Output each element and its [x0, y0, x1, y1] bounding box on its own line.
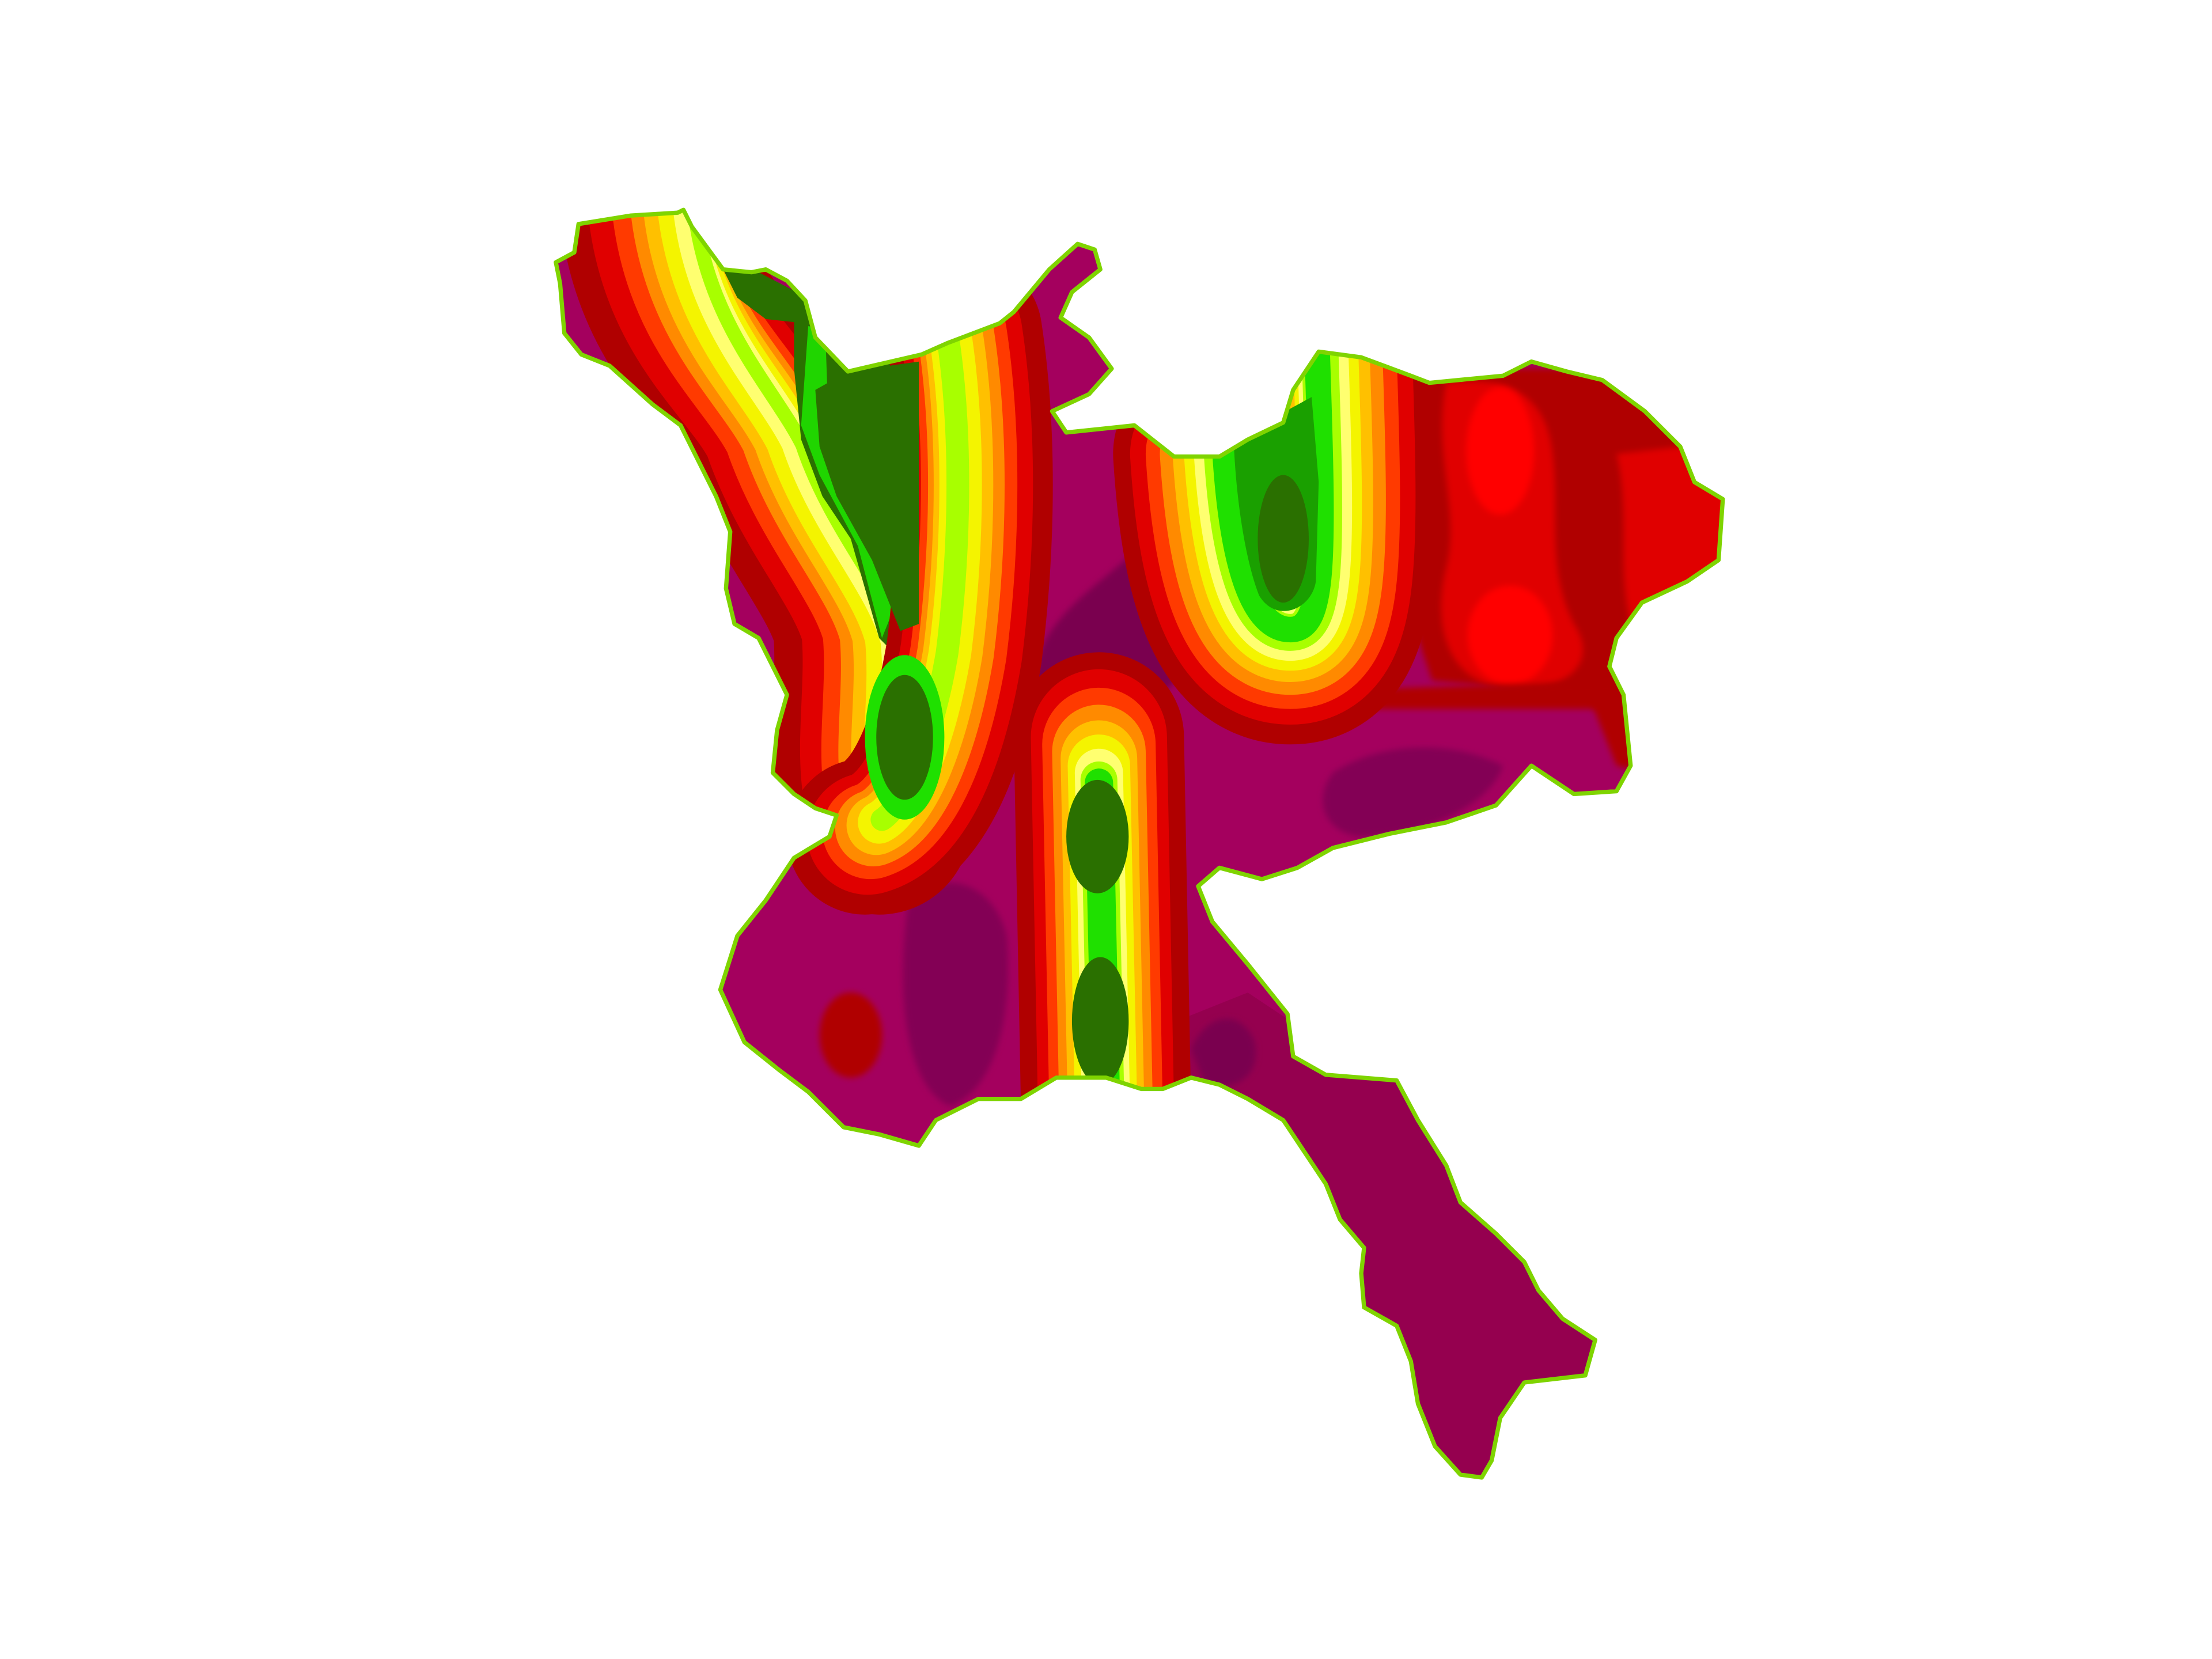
east-hotspot-south — [1467, 585, 1553, 685]
west-dark-green-upper — [815, 361, 919, 631]
red-spot-southwest — [819, 993, 882, 1078]
southeast-tail-zone — [1177, 993, 1617, 1478]
east-red-inner-2 — [1616, 440, 1723, 653]
northeast-u-band — [1113, 262, 1435, 745]
south-green-pool-lower — [1071, 957, 1129, 1085]
northeast-dark-green-pool — [1257, 475, 1309, 603]
west-dark-green-pool — [876, 675, 933, 800]
east-hotspot-north — [1466, 387, 1535, 515]
south-green-pool-upper — [1066, 779, 1129, 893]
deep-patch-southwest — [903, 882, 1009, 1106]
north-dark-green-notch — [723, 269, 806, 324]
deep-patch-south — [1191, 1018, 1256, 1087]
deep-patch-east — [1323, 747, 1503, 837]
contour-fill-group — [555, 210, 1723, 1478]
